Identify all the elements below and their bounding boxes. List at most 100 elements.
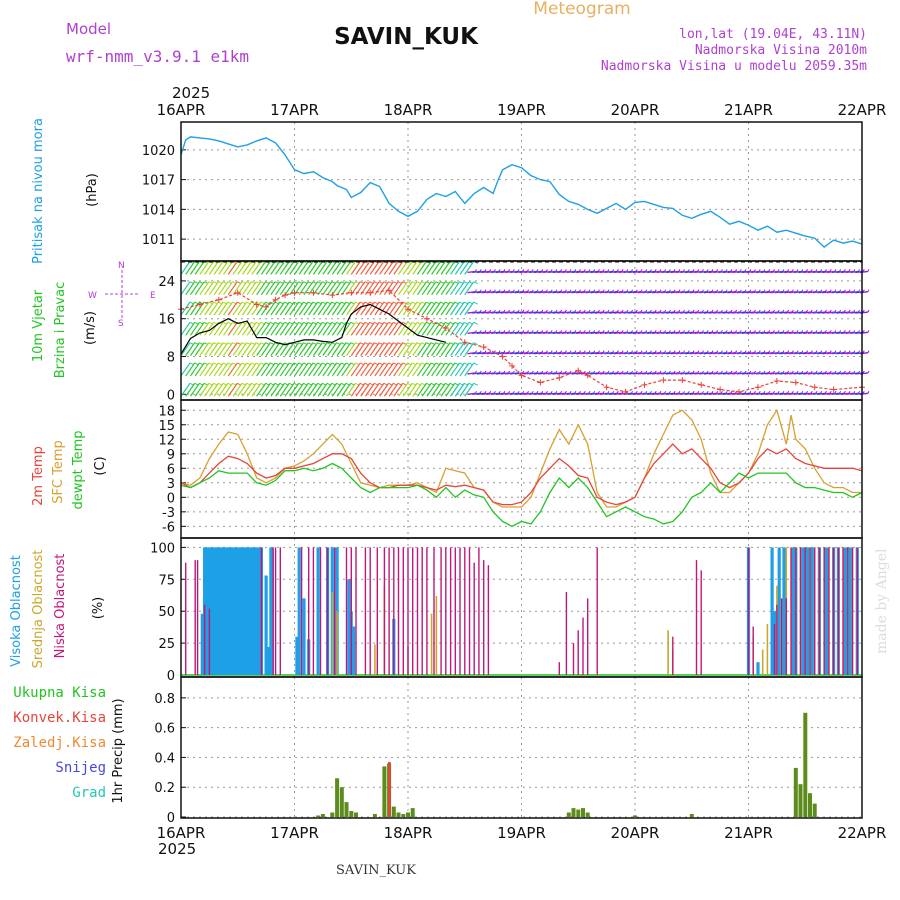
cloud-high-bar (229, 547, 233, 675)
wind-barb (189, 261, 200, 275)
wind-barb-flag (763, 391, 766, 394)
wind-barb-flag (583, 330, 586, 333)
wind-barb-flag (564, 350, 567, 353)
wind-barb (327, 382, 338, 397)
wind-barb (459, 382, 470, 397)
precip-total-bar (803, 712, 808, 817)
wind-barb-flag (569, 350, 572, 353)
wind-barb (289, 261, 300, 275)
wind-barb-flag (579, 269, 581, 272)
wind-barb-flag (815, 309, 818, 313)
wind-barb-flag (683, 391, 686, 394)
wind-barb (199, 261, 210, 275)
wind-barb-flag (659, 350, 662, 353)
product-title: Meteogram (533, 0, 630, 19)
wind-barb (308, 382, 319, 397)
wind-barb-flag (839, 370, 842, 374)
wind-gust-line (180, 289, 863, 393)
wind-barb-flag (541, 350, 544, 353)
wind-barb (275, 362, 286, 377)
wind-barb (435, 342, 446, 356)
cloud-high-bar (212, 547, 216, 675)
wind-barb-flag (754, 309, 756, 313)
wind-barb (459, 261, 470, 275)
wind-barb (402, 321, 413, 336)
wind-barb-flag (484, 309, 487, 313)
wind-barb-flag (806, 391, 808, 394)
wind-barb-flag (508, 391, 511, 394)
wind-barb (407, 362, 418, 377)
wind-barb-flag (593, 330, 596, 333)
wind-barb (450, 301, 461, 316)
wind-barb-flag (588, 330, 591, 333)
cloud-high-bar (810, 547, 814, 675)
y-tick-label: 100 (150, 541, 175, 556)
y-tick-label: 0.6 (154, 722, 175, 737)
wind-barb-flag (616, 289, 619, 292)
wind-barb-flag (612, 269, 615, 272)
wind-barb (416, 382, 427, 397)
wind-barb (275, 301, 286, 316)
wind-barb-flag (716, 330, 719, 333)
year-top: 2025 (172, 84, 210, 102)
cloud-low-bar (672, 636, 674, 675)
wind-barb-flag (668, 289, 671, 292)
wind-barb (426, 342, 437, 356)
wind-barb-flag (560, 350, 563, 353)
wind-barb (189, 362, 200, 377)
wind-barb-flag (678, 330, 681, 333)
wind-barb-flag (735, 350, 738, 353)
wind-barb-flag (801, 350, 804, 353)
wind-barb (431, 321, 442, 336)
wind-barb (218, 301, 229, 316)
cloud-low-bar (572, 643, 575, 675)
wind-barb-flag (489, 330, 492, 333)
wind-barb (426, 362, 437, 377)
wind-barb-flag (489, 289, 492, 292)
wind-barb-flag (862, 350, 865, 353)
wind-barb-flag (479, 269, 482, 272)
wind-gust-marker (480, 344, 487, 351)
wind-barb-flag (772, 350, 775, 353)
wind-barb-flag (560, 309, 563, 313)
wind-barb (294, 321, 304, 336)
wind-barb-flag (810, 350, 813, 353)
wind-barb (402, 362, 413, 377)
wind-barb-flag (834, 269, 837, 272)
wind-barb-flag (697, 269, 700, 272)
precip-conv-bar (388, 761, 391, 817)
wind-barb-flag (711, 269, 714, 272)
precip-total-bar (585, 812, 590, 817)
wind-barb-flag (801, 309, 804, 313)
wind-barb-flag (489, 391, 492, 394)
wind-barb-flag (650, 309, 652, 313)
wind-barb (232, 382, 243, 397)
wind-barb-flag (550, 370, 553, 374)
wind-barb (445, 261, 456, 275)
wind-barb-flag (503, 370, 506, 374)
wind-barb (223, 362, 234, 377)
wind-barb (454, 342, 465, 356)
wind-barb (251, 362, 262, 377)
wind-barb (317, 362, 328, 377)
wind-barb-flag (631, 391, 633, 394)
wind-gust-marker (282, 292, 289, 299)
altitude-label: Nadmorska Visina 2010m (695, 43, 867, 58)
wind-barb (327, 261, 338, 275)
wind-barb-flag (560, 330, 563, 333)
wind-barb (450, 342, 461, 356)
wind-barb-flag (631, 309, 633, 313)
wind-barb (416, 301, 427, 316)
wind-barb-flag (711, 350, 714, 353)
wind-barb (859, 392, 869, 395)
wind-barb-flag (498, 330, 501, 333)
x-tick-label-bottom: 20APR (611, 824, 660, 842)
y-tick-label: 1020 (142, 144, 175, 159)
wind-gust-marker (253, 301, 260, 308)
precip-total-bar (372, 814, 377, 817)
wind-barb-flag (550, 330, 553, 333)
wind-barb (416, 321, 427, 336)
wind-barb (213, 342, 224, 356)
wind-barb-flag (612, 330, 615, 333)
wind-barb-flag (659, 269, 662, 272)
